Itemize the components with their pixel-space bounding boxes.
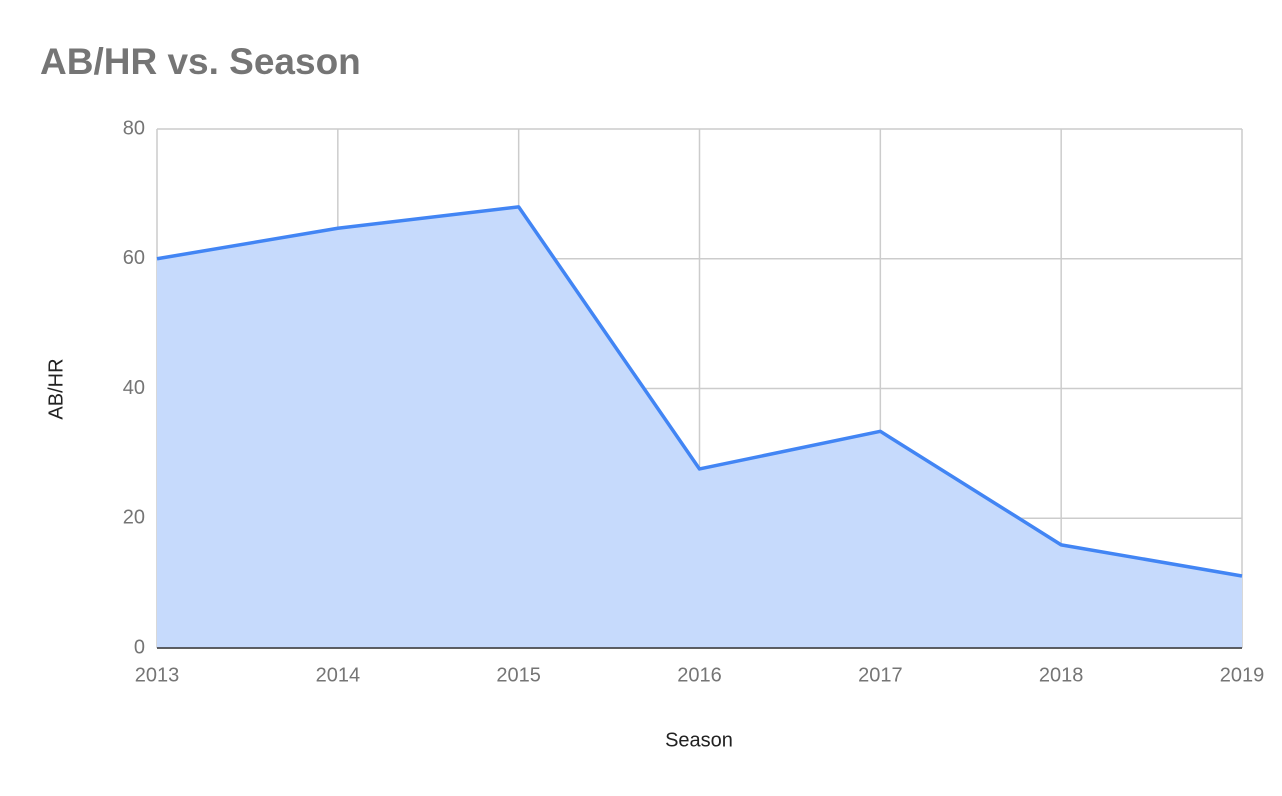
y-tick-label: 20 [123, 507, 145, 529]
x-tick-label: 2017 [858, 664, 903, 686]
y-tick-label: 0 [134, 636, 145, 658]
y-tick-label: 80 [123, 117, 145, 139]
chart-title: AB/HR vs. Season [40, 41, 361, 82]
x-tick-label: 2016 [677, 664, 722, 686]
line [156, 205, 1243, 578]
x-tick-label: 2018 [1039, 664, 1084, 686]
y-tick-label: 60 [123, 247, 145, 269]
y-axis-label: AB/HR [45, 358, 67, 419]
x-tick-label: 2014 [316, 664, 361, 686]
area-fill [157, 206, 1242, 648]
x-tick-label: 2019 [1220, 664, 1265, 686]
x-tick-label: 2015 [496, 664, 541, 686]
x-tick-label: 2013 [135, 664, 180, 686]
x-axis-label: Season [665, 729, 733, 751]
y-tick-label: 40 [123, 377, 145, 399]
